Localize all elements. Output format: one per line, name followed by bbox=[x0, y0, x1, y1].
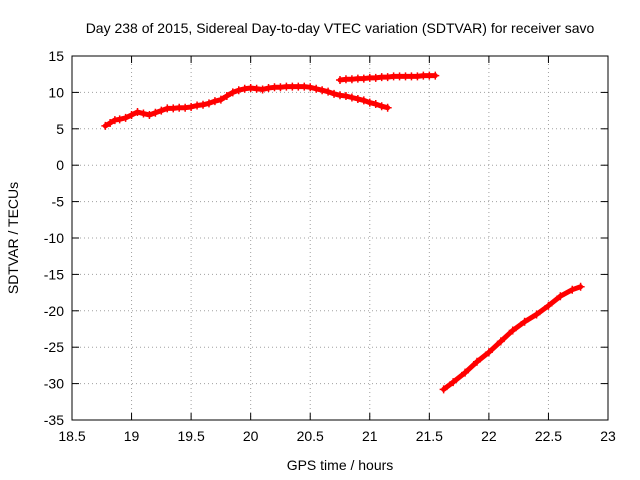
data-point bbox=[347, 93, 356, 102]
y-tick-label: 10 bbox=[48, 84, 64, 100]
axes: 18.5 19 19.5 20 20.5 21 21.5 22 22.5 23 -35 -30 -25 -… bbox=[44, 48, 616, 444]
x-tick-label: 23 bbox=[600, 428, 616, 444]
series-arc-2 bbox=[336, 71, 440, 85]
x-tick-label: 22 bbox=[481, 428, 497, 444]
data-point bbox=[461, 368, 470, 377]
x-tick-label: 19.5 bbox=[177, 428, 204, 444]
data-point bbox=[576, 282, 585, 291]
x-tick-label: 21 bbox=[362, 428, 378, 444]
data-point bbox=[234, 86, 243, 95]
series-arc-3 bbox=[439, 282, 585, 394]
data-point bbox=[449, 378, 458, 387]
data-point bbox=[139, 109, 148, 118]
data-point bbox=[371, 100, 380, 109]
data-point bbox=[157, 106, 166, 115]
data-point bbox=[151, 108, 160, 117]
data-point bbox=[532, 310, 541, 319]
data-point bbox=[353, 94, 362, 103]
data-point bbox=[359, 96, 368, 105]
data-point bbox=[101, 121, 110, 130]
data-point bbox=[484, 348, 493, 357]
y-tick-label: 0 bbox=[56, 157, 64, 173]
data-point bbox=[127, 110, 136, 119]
data-point bbox=[383, 103, 392, 112]
data-point bbox=[199, 100, 208, 109]
y-tick-label: 5 bbox=[56, 121, 64, 137]
x-tick-label: 20.5 bbox=[297, 428, 324, 444]
data-point bbox=[210, 97, 219, 106]
data-point bbox=[216, 95, 225, 104]
data-point bbox=[106, 118, 115, 127]
data-point bbox=[568, 285, 577, 294]
series-arc-1 bbox=[101, 82, 392, 130]
data-point bbox=[365, 98, 374, 107]
data-point bbox=[341, 92, 350, 101]
data-point bbox=[228, 88, 237, 97]
x-tick-label: 22.5 bbox=[535, 428, 562, 444]
x-tick-label: 18.5 bbox=[58, 428, 85, 444]
data-point bbox=[145, 110, 154, 119]
data-point bbox=[222, 92, 231, 101]
data-point bbox=[306, 83, 315, 92]
data-point bbox=[258, 85, 267, 94]
data-point bbox=[556, 292, 565, 301]
series-trace bbox=[441, 284, 584, 392]
y-tick-label: -15 bbox=[44, 266, 64, 282]
data-point bbox=[318, 86, 327, 95]
data-point bbox=[121, 113, 130, 122]
data-point bbox=[133, 108, 142, 117]
data-point bbox=[508, 326, 517, 335]
data-point bbox=[544, 301, 553, 310]
data-series bbox=[101, 71, 585, 394]
data-point bbox=[312, 84, 321, 93]
x-tick-label: 20 bbox=[243, 428, 259, 444]
y-tick-label: -10 bbox=[44, 230, 64, 246]
y-tick-label: -35 bbox=[44, 412, 64, 428]
data-point bbox=[324, 87, 333, 96]
data-point bbox=[377, 102, 386, 111]
y-tick-label: -25 bbox=[44, 339, 64, 355]
data-point bbox=[472, 357, 481, 366]
data-point bbox=[204, 99, 213, 108]
data-point bbox=[187, 102, 196, 111]
y-tick-label: 15 bbox=[48, 48, 64, 64]
x-tick-label: 19 bbox=[124, 428, 140, 444]
x-axis-label: GPS time / hours bbox=[287, 457, 394, 473]
chart-title: Day 238 of 2015, Sidereal Day-to-day VTE… bbox=[86, 20, 595, 36]
y-tick-label: -30 bbox=[44, 376, 64, 392]
x-tick-label: 21.5 bbox=[416, 428, 443, 444]
data-point bbox=[439, 385, 448, 394]
data-point bbox=[520, 317, 529, 326]
y-axis-label: SDTVAR / TECUs bbox=[5, 182, 21, 294]
data-point bbox=[330, 89, 339, 98]
y-tick-label: -20 bbox=[44, 303, 64, 319]
data-point bbox=[431, 71, 440, 80]
data-point bbox=[115, 115, 124, 124]
data-point bbox=[496, 337, 505, 346]
grid bbox=[72, 56, 608, 420]
y-tick-label: -5 bbox=[52, 194, 65, 210]
